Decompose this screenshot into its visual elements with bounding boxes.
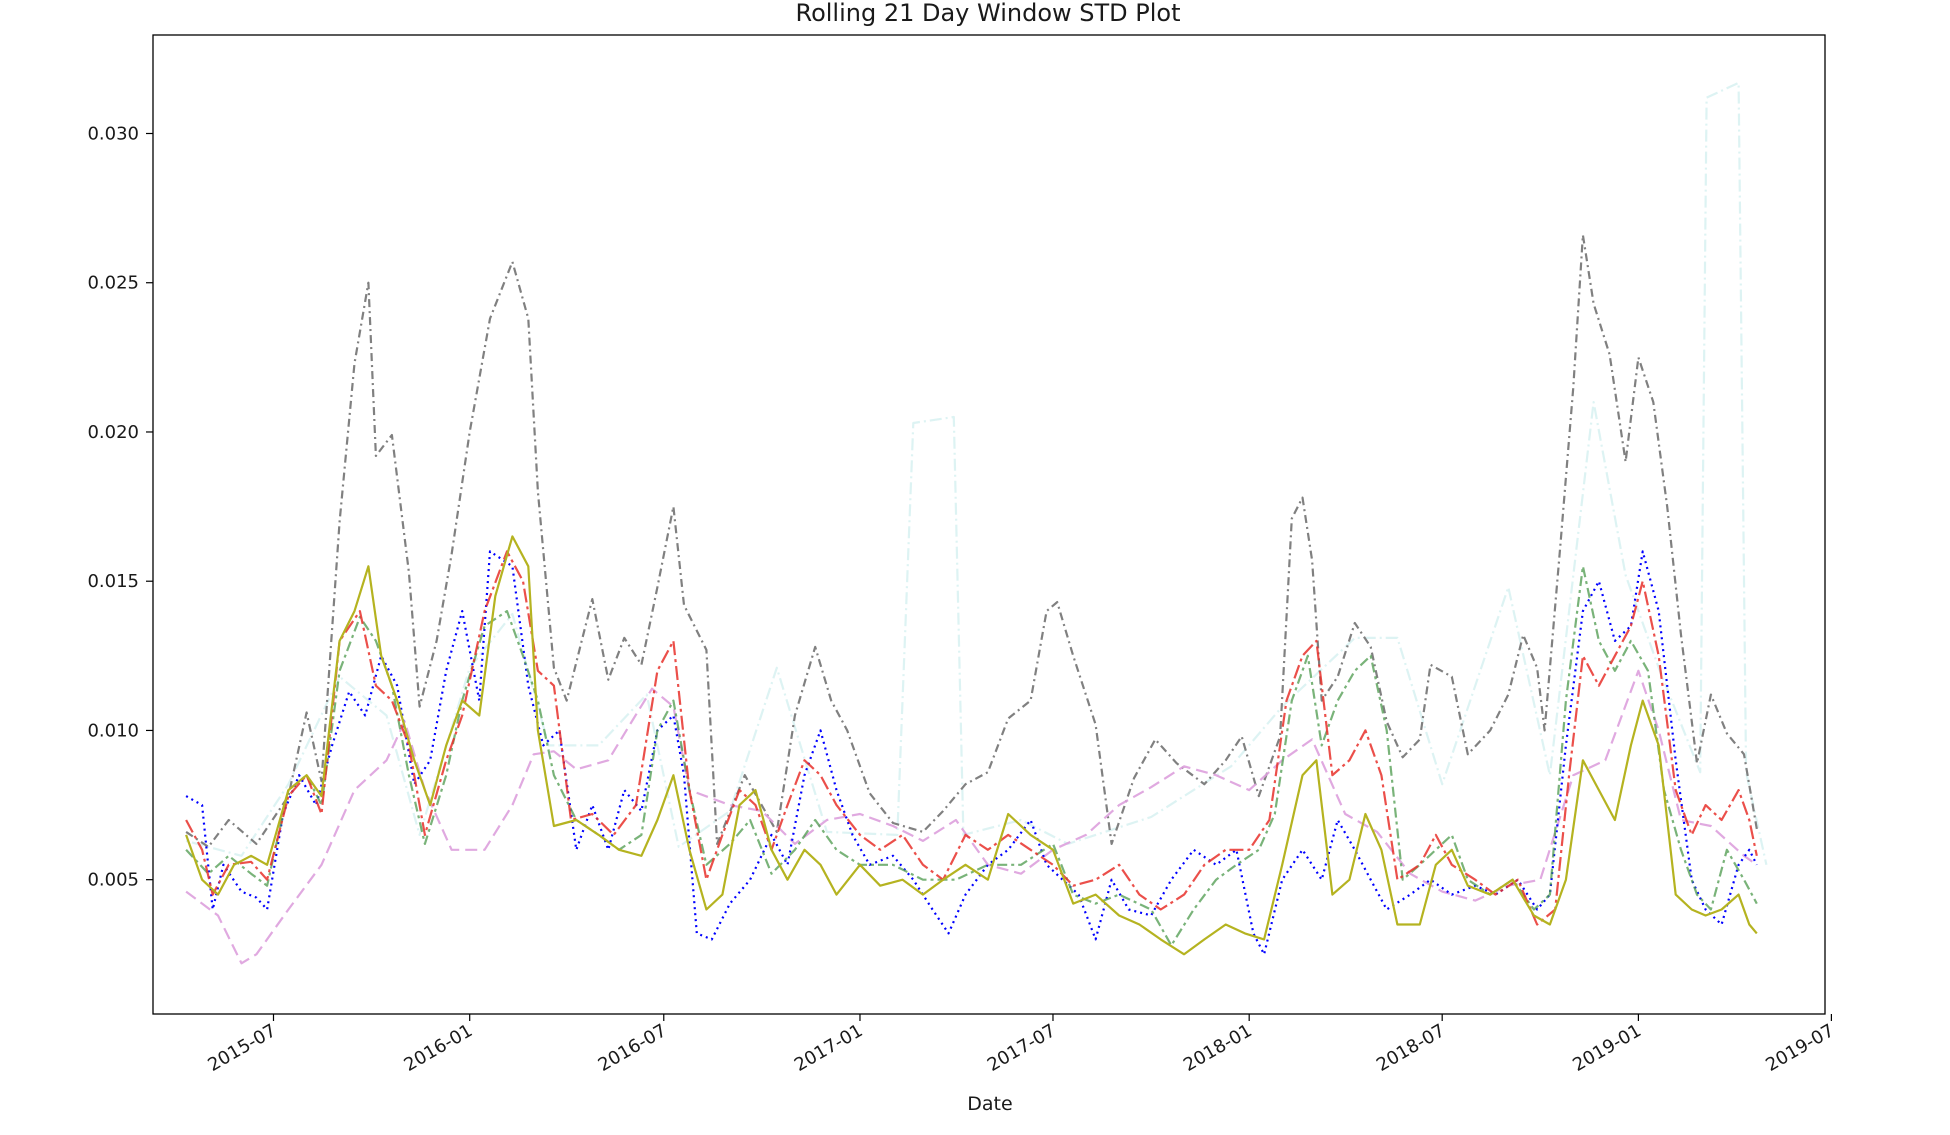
series-line-5 [185, 565, 1758, 947]
x-tick-label: 2016-01 [401, 1020, 477, 1076]
x-tick-label: 2019-07 [1762, 1020, 1838, 1076]
x-tick-label: 2018-07 [1373, 1020, 1449, 1076]
x-axis-label: Date [967, 1093, 1012, 1115]
x-tick-label: 2017-01 [791, 1020, 867, 1076]
y-axis: 0.005 0.010 0.015 0.020 0.025 0.030 [87, 123, 153, 891]
y-tick-label: 0.010 [87, 720, 139, 741]
series-line-6 [185, 550, 1758, 926]
x-tick-label: 2017-07 [984, 1020, 1060, 1076]
series-line-7 [185, 535, 1758, 956]
y-tick-label: 0.025 [87, 273, 139, 294]
series-line-2 [185, 233, 1758, 848]
x-tick-label: 2015-07 [204, 1020, 280, 1076]
plot-frame [152, 34, 1826, 1015]
y-tick-label: 0.005 [87, 870, 139, 891]
series-layer [185, 81, 1768, 965]
chart-title: Rolling 21 Day Window STD Plot [795, 0, 1180, 27]
y-tick-label: 0.015 [87, 571, 139, 592]
x-axis: 2015-07 2016-01 2016-07 2017-01 2017-07 2018-… [204, 1014, 1838, 1076]
series-line-4 [185, 550, 1758, 956]
x-tick-label: 2018-01 [1180, 1020, 1256, 1076]
y-tick-label: 0.020 [87, 422, 139, 443]
x-tick-label: 2016-07 [595, 1020, 671, 1076]
x-tick-label: 2019-01 [1569, 1020, 1645, 1076]
series-line-1 [185, 81, 1768, 866]
y-tick-label: 0.030 [87, 123, 139, 144]
